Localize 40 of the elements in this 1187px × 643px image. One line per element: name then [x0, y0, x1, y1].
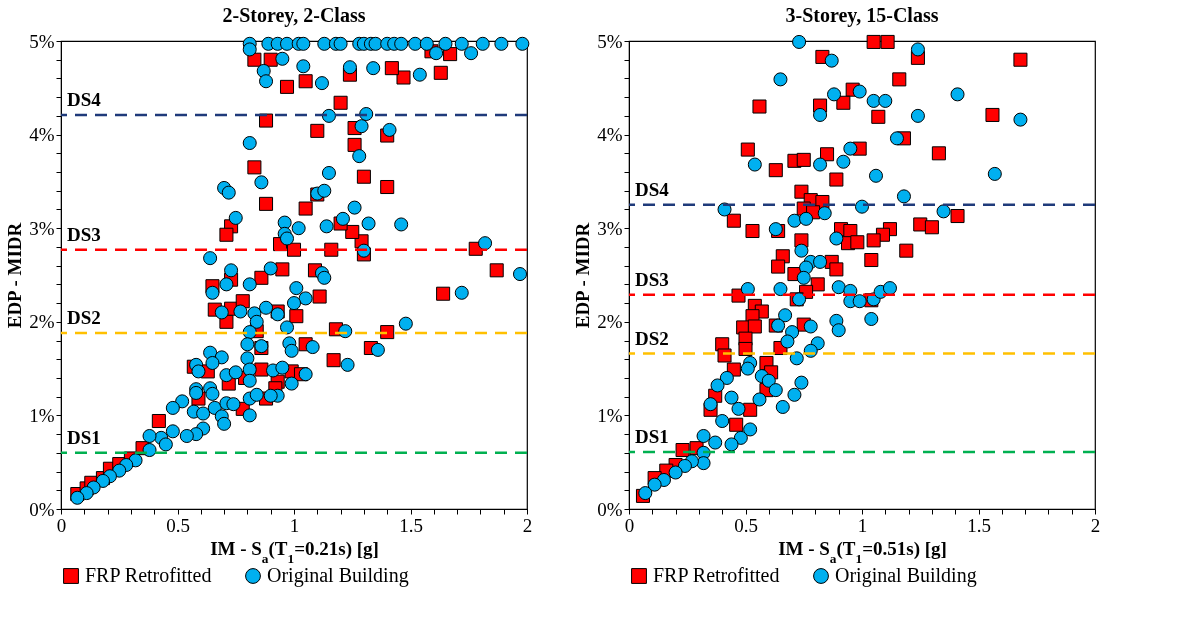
y-tick-label: 4% [597, 124, 623, 146]
y-tick-label: 5% [29, 30, 55, 52]
chart-title: 2-Storey, 2-Class [222, 4, 366, 27]
legend-label: Original Building [835, 564, 977, 587]
y-tick-label: 0% [29, 498, 55, 520]
x-tick-label: 1.5 [399, 514, 423, 536]
ref-line-label: DS4 [635, 178, 670, 200]
y-tick-label: 3% [29, 217, 55, 239]
legend-label: Original Building [267, 564, 409, 587]
ref-line-label: DS1 [67, 426, 101, 448]
y-tick-label: 2% [29, 311, 55, 333]
y-axis-title: EDP - MIDR [4, 222, 26, 329]
ref-line-label: DS3 [67, 223, 101, 245]
ref-line-label: DS1 [635, 425, 669, 447]
y-tick-label: 4% [29, 124, 55, 146]
x-tick-label: 0 [624, 514, 635, 536]
ref-line-label: DS4 [67, 88, 102, 110]
y-tick-label: 1% [29, 404, 55, 426]
ref-line-label: DS2 [67, 307, 101, 329]
y-tick-label: 0% [597, 498, 623, 520]
x-tick-label: 2 [1090, 514, 1101, 536]
chart-title: 3-Storey, 15-Class [785, 4, 939, 27]
y-axis-title: EDP - MIDR [572, 222, 594, 329]
legend-label: FRP Retrofitted [653, 564, 780, 586]
ref-line-label: DS2 [635, 327, 669, 349]
y-tick-label: 1% [597, 404, 623, 426]
x-tick-label: 2 [522, 514, 533, 536]
ref-line-label: DS3 [635, 268, 669, 290]
x-tick-label: 0.5 [734, 514, 758, 536]
x-tick-label: 0 [56, 514, 67, 536]
x-axis-title: IM - S$_{a}$(T$_{1}$=0.51s) [g] [778, 537, 947, 565]
x-tick-label: 1.5 [967, 514, 991, 536]
x-tick-label: 1 [289, 514, 300, 536]
y-tick-label: 3% [597, 217, 623, 239]
x-axis-title: IM - S$_{a}$(T$_{1}$=0.21s) [g] [210, 537, 379, 565]
legend-label: FRP Retrofitted [85, 564, 212, 586]
y-tick-label: 2% [597, 311, 623, 333]
x-tick-label: 1 [857, 514, 868, 536]
x-tick-label: 0.5 [166, 514, 190, 536]
y-tick-label: 5% [597, 30, 623, 52]
